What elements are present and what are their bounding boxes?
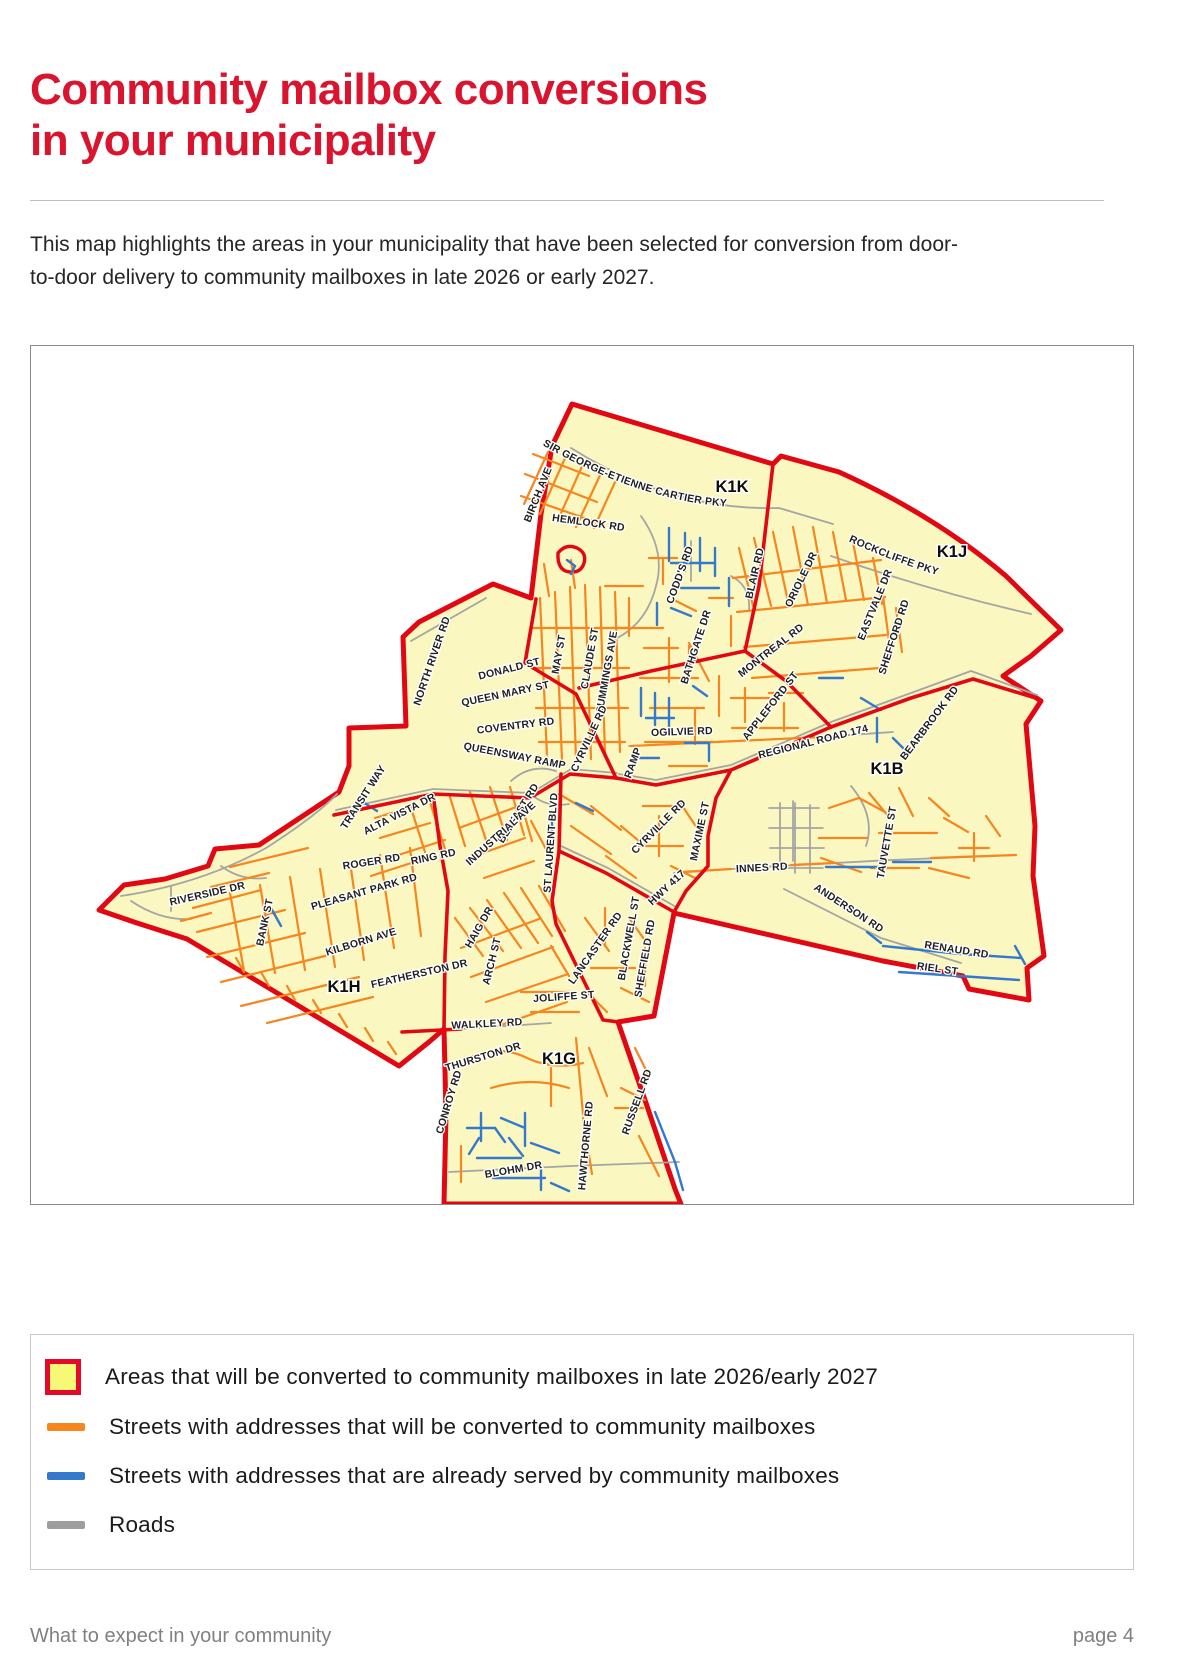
orange-street-cluster	[629, 735, 823, 748]
postal-area-labels-layer: K1K K1J K1B K1H K1G	[326, 477, 969, 1070]
street-label-ogilvie-rd: OGILVIE RD	[651, 725, 713, 739]
road	[120, 793, 338, 897]
road	[792, 785, 870, 862]
boundary-line	[332, 772, 618, 817]
legend-label: Streets with addresses that will be conv…	[109, 1414, 816, 1439]
blue-street-cluster	[565, 558, 685, 1192]
area-label-k1h: K1H	[327, 978, 360, 996]
street-label-innes-rd: INNES RD	[736, 861, 789, 876]
page-footer: What to expect in your community page 4	[30, 1625, 1134, 1648]
blue-street-cluster	[817, 676, 909, 754]
orange-street-cluster	[729, 686, 805, 733]
orange-street-cluster	[603, 556, 735, 676]
blue-street-cluster	[635, 684, 711, 763]
legend-label: Roads	[109, 1512, 176, 1537]
conversion-map: SIR GEORGE-ETIENNE CARTIER PKY ROCKCLIFF…	[30, 345, 1134, 1205]
page-title-line1: Community mailbox conversions	[30, 65, 708, 114]
blue-street-cluster	[824, 860, 933, 945]
orange-street-cluster	[234, 956, 398, 1056]
gray-line-swatch	[47, 1521, 85, 1529]
boundary-line	[400, 1027, 463, 1034]
page-title-line2: in your municipality	[30, 116, 436, 166]
blue-street-cluster	[465, 1111, 571, 1193]
boundary-line	[431, 792, 450, 1031]
boundary-line	[557, 849, 676, 914]
divider	[30, 200, 1104, 201]
road	[618, 670, 1038, 781]
road	[460, 1022, 552, 1030]
postal-area-boundaries	[332, 462, 1041, 1034]
orange-street-cluster	[519, 450, 618, 530]
area-label-k1k: K1K	[715, 478, 748, 496]
boundary-line	[523, 597, 618, 780]
road	[560, 845, 677, 908]
blue-street-cluster	[655, 526, 731, 627]
orange-street-cluster	[459, 1036, 661, 1184]
legend-item-roads: Roads	[45, 1508, 1113, 1542]
boundary-line	[577, 649, 747, 690]
orange-line-swatch	[47, 1423, 85, 1431]
boundary-line	[743, 462, 775, 653]
blue-street-cluster	[881, 944, 1027, 982]
served-streets-layer	[269, 526, 1027, 1193]
street-label-joliffe-st: JOLIFFE ST	[533, 989, 596, 1005]
map-legend: Areas that will be converted to communit…	[30, 1334, 1134, 1570]
boundary-line	[672, 768, 733, 914]
converted-area-swatch	[45, 1359, 81, 1395]
orange-street-cluster	[817, 786, 1002, 880]
footer-document-title: What to expect in your community	[30, 1625, 332, 1647]
map-canvas: SIR GEORGE-ETIENNE CARTIER PKY ROCKCLIFF…	[96, 401, 1064, 1204]
boundary-line	[743, 649, 833, 729]
area-label-k1b: K1B	[870, 760, 903, 778]
road	[448, 1161, 680, 1173]
orange-street-cluster	[731, 525, 904, 680]
blue-street-cluster	[269, 800, 595, 928]
blue-line-swatch	[47, 1472, 85, 1480]
area-label-k1g: K1G	[542, 1050, 576, 1068]
legend-label: Areas that will be converted to communit…	[105, 1364, 878, 1389]
intro-paragraph: This map highlights the areas in your mu…	[30, 233, 958, 289]
street-label-riel-st: RIEL ST	[916, 960, 959, 978]
road	[570, 447, 834, 525]
legend-item-converted-areas: Areas that will be converted to communit…	[45, 1359, 1113, 1395]
page-title: Community mailbox conversions in your mu…	[30, 64, 708, 167]
road	[335, 768, 618, 811]
boundary-line	[614, 677, 1041, 787]
area-label-k1j: K1J	[937, 543, 967, 561]
road	[410, 597, 487, 642]
road	[783, 888, 962, 964]
road-grid	[768, 802, 825, 874]
legend-item-served-streets: Streets with addresses that are already …	[45, 1459, 1113, 1493]
legend-item-converted-streets: Streets with addresses that will be conv…	[45, 1410, 1113, 1444]
legend-label: Streets with addresses that are already …	[109, 1463, 840, 1488]
footer-page-number: page 4	[1072, 1625, 1134, 1647]
road	[830, 555, 1032, 615]
street-label-walkley-rd: WALKLEY RD	[451, 1016, 523, 1032]
